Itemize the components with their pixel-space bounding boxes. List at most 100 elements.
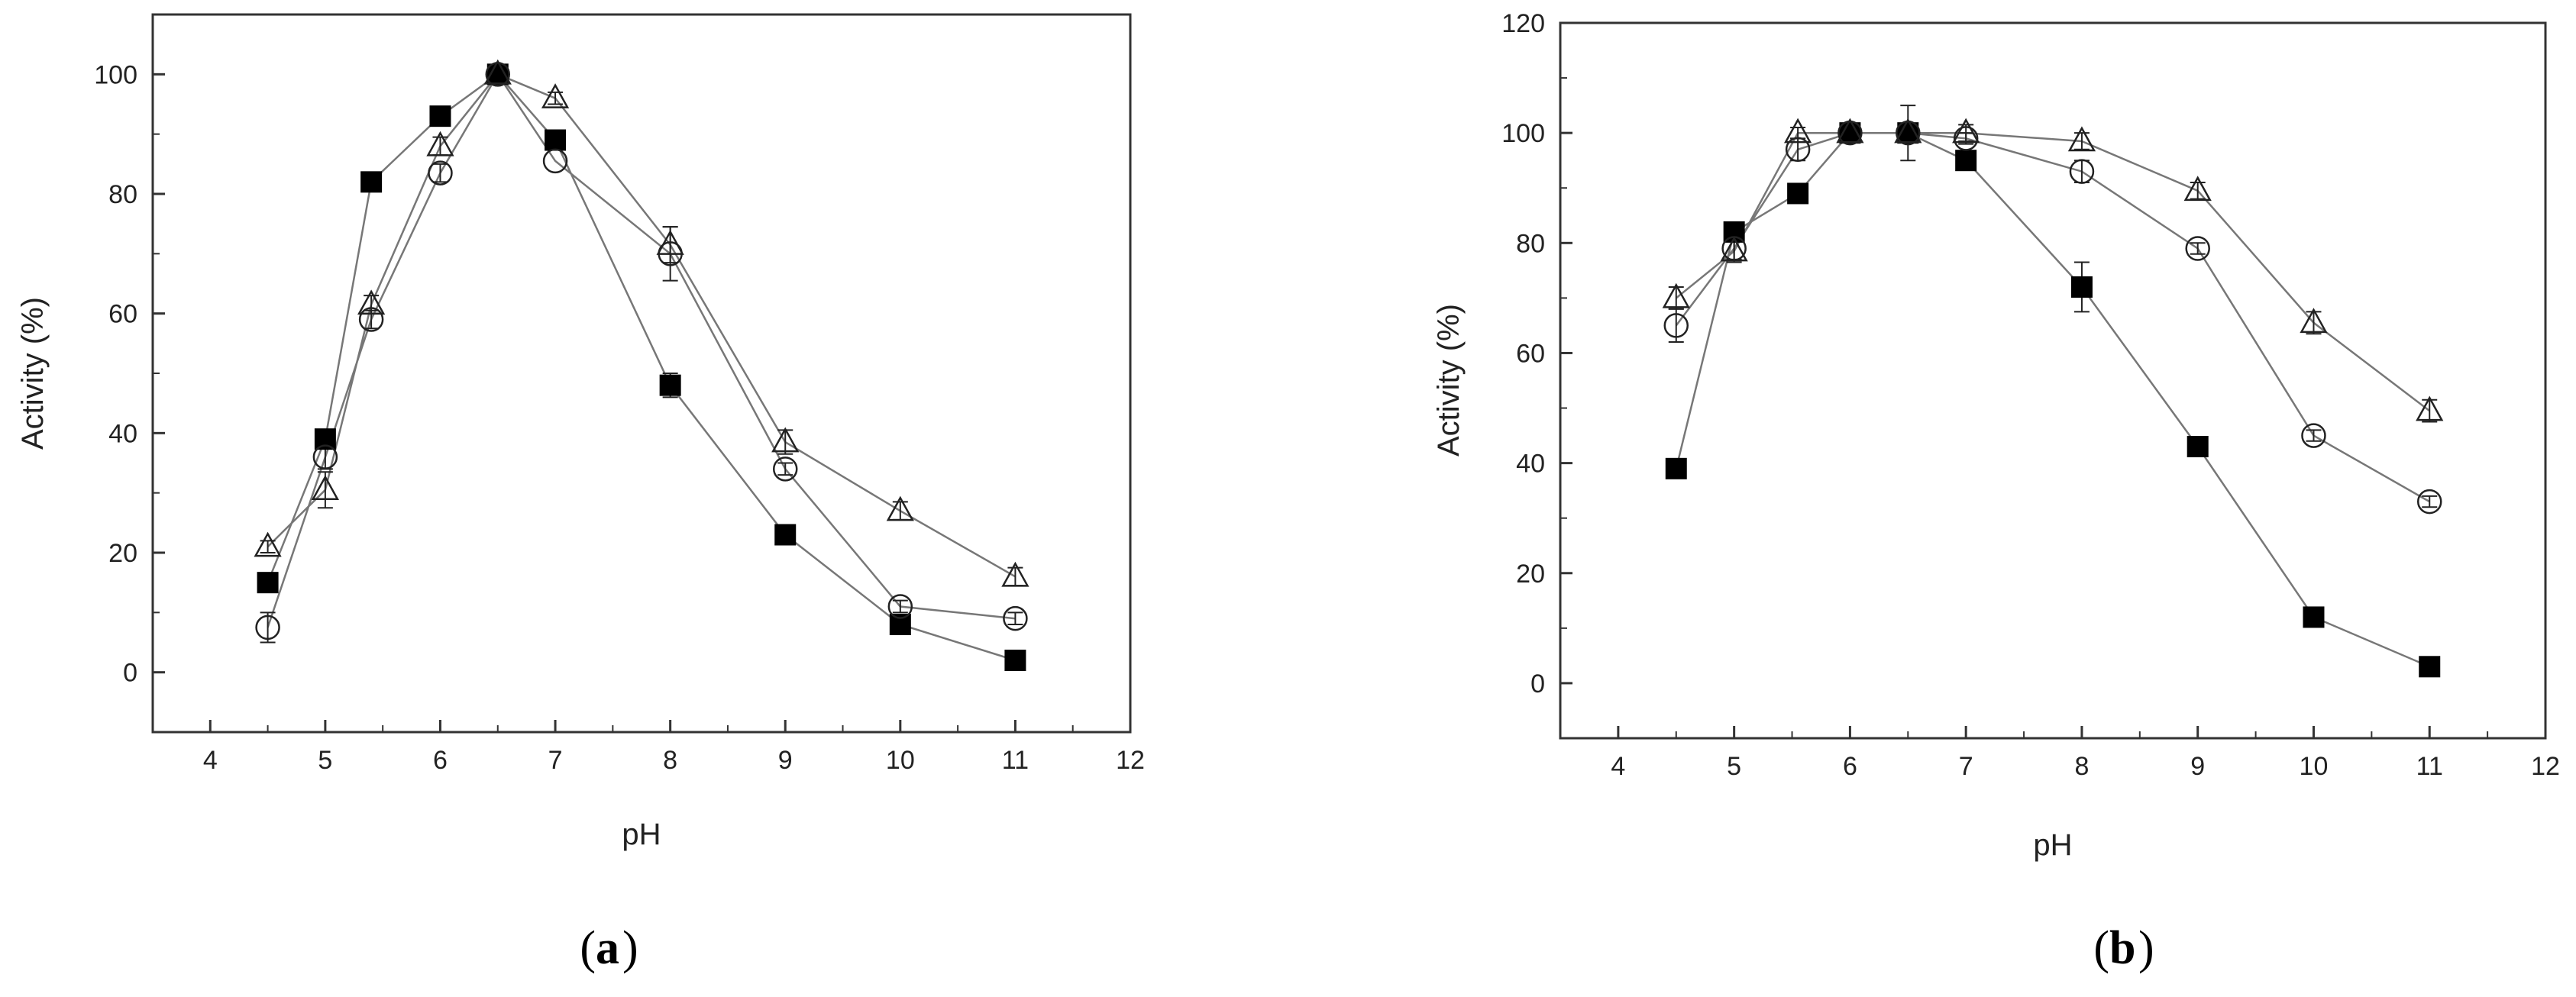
data-point-circle [1003,605,1028,631]
x-tick-label: 12 [2531,752,2560,781]
data-point-circle [2069,159,2095,184]
svg-text:): ) [2138,922,2154,974]
y-tick-label: 120 [1501,9,1545,38]
data-point-triangle [886,495,914,521]
data-point-square [2419,656,2441,678]
x-tick-label: 8 [663,746,677,775]
series-line [1675,131,2430,668]
x-tick-label: 5 [318,746,332,775]
data-point-triangle [357,289,386,315]
panel-label-a: a [596,922,619,974]
y-tick-label: 40 [108,419,137,448]
y-axis-label-b: Activity (%) [1432,304,1466,457]
series-lines-a [267,72,1017,662]
svg-text:): ) [622,922,638,974]
y-tick-label: 100 [1501,119,1545,148]
data-point-square [360,171,383,193]
svg-text:(: ( [580,922,596,974]
y-tick-label: 100 [94,60,137,89]
data-point-circle [772,457,798,482]
panel-caption-a: ( a ) [580,922,638,974]
data-point-triangle [2300,308,2328,334]
data-point-square [659,374,681,396]
x-tick-label: 4 [203,746,218,775]
data-point-triangle [1001,561,1029,587]
data-point-circle [2301,423,2326,448]
x-tick-label: 6 [433,746,448,775]
x-tick-label: 7 [548,746,563,775]
data-point-square [429,105,451,127]
x-axis-label-b: pH [2033,828,2072,862]
data-point-triangle [2067,126,2096,152]
x-tick-label: 9 [2190,752,2205,781]
data-point-circle [312,444,338,469]
x-tick-label: 7 [1959,752,1973,781]
x-tick-label: 4 [1611,752,1625,781]
data-point-square [2187,435,2209,457]
data-point-triangle [426,131,454,156]
series-line [267,72,1016,628]
data-point-triangle [1952,118,1980,144]
x-tick-label: 12 [1116,746,1145,775]
data-point-square [2303,606,2325,628]
x-tick-label: 6 [1843,752,1857,781]
error-bars-b [1668,105,2438,508]
y-axis-label-a: Activity (%) [16,297,50,450]
data-point-triangle [656,229,684,255]
data-point-triangle [1720,236,1748,262]
panel-caption-b: ( b ) [2093,922,2154,974]
panel-label-b: b [2109,922,2135,974]
data-point-triangle [541,83,570,108]
data-point-square [1665,457,1687,479]
plot-frame-a [151,13,1132,734]
data-point-circle [358,307,384,332]
data-point-square [774,524,797,546]
data-point-triangle [1836,118,1864,144]
x-tick-label: 11 [1002,746,1029,775]
data-point-square [1955,150,1977,172]
y-tick-label: 20 [108,539,137,568]
data-point-circle [255,615,280,640]
x-tick-label: 8 [2074,752,2089,781]
series-line [267,73,1017,578]
y-tick-label: 0 [123,659,137,688]
data-point-triangle [1662,282,1690,308]
x-tick-label: 10 [886,746,915,775]
data-point-triangle [1784,118,1812,144]
series-lines-b [1675,131,2430,668]
data-point-square [2070,276,2093,298]
data-point-circle [1785,137,1811,163]
data-point-circle [2185,236,2210,261]
axis-ticks-a: 4 5 6 7 8 9 10 11 12 0 20 40 60 80 100 [94,60,1145,775]
x-tick-label: 11 [2416,752,2443,781]
data-point-circle [428,160,453,186]
y-tick-label: 80 [108,180,137,209]
series-line [1675,131,2430,503]
data-point-triangle [771,427,800,453]
data-point-square [1004,650,1026,671]
data-point-circle [1663,313,1689,338]
data-point-circle [542,148,568,174]
data-point-triangle [2416,395,2444,421]
data-point-circle [887,594,913,619]
x-tick-label: 10 [2300,752,2329,781]
data-point-square [314,428,336,450]
y-tick-label: 80 [1516,229,1545,258]
data-point-triangle [2183,176,2212,202]
data-point-circle [2416,489,2442,515]
x-axis-label-a: pH [622,818,661,851]
data-point-square [257,572,279,594]
data-point-triangle [311,475,339,500]
data-point-square [545,129,567,151]
y-tick-label: 60 [108,300,137,329]
data-point-triangle [483,59,512,85]
x-tick-label: 9 [778,746,793,775]
y-tick-label: 20 [1516,560,1545,589]
data-point-square [1787,182,1809,205]
y-tick-label: 60 [1516,339,1545,368]
plot-frame-b [1559,21,2547,740]
y-tick-label: 40 [1516,450,1545,479]
data-markers-a [254,59,1029,671]
